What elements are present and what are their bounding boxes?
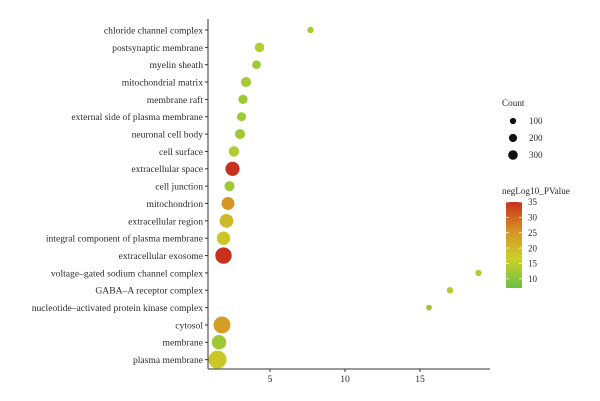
data-point	[228, 146, 240, 157]
y-tick-label: GABA–A receptor complex	[95, 286, 203, 297]
data-point	[216, 231, 231, 245]
color-legend-ticks: 10 15 20 25 30 35	[506, 197, 538, 284]
data-point	[238, 94, 248, 105]
plot-area	[207, 19, 490, 370]
y-tick-label: plasma membrane	[133, 355, 203, 366]
data-point	[446, 287, 454, 294]
x-tick-label: 15	[415, 374, 425, 385]
x-tick-label: 10	[340, 374, 350, 385]
data-point	[307, 26, 314, 34]
data-point	[252, 60, 261, 70]
data-point	[426, 304, 432, 311]
y-tick-label: postsynaptic membrane	[112, 43, 203, 54]
y-tick-label: extracellular exosome	[119, 251, 203, 262]
size-legend-items: 100 200 300	[508, 116, 543, 160]
size-legend-dot	[509, 117, 517, 125]
data-point	[237, 112, 246, 122]
data-point	[254, 42, 265, 53]
data-points	[208, 26, 482, 369]
y-tick-label: integral component of plasma membrane	[46, 234, 203, 245]
y-tick-label: chloride channel complex	[104, 25, 203, 36]
y-tick-label: external side of plasma membrane	[71, 112, 203, 123]
data-point	[221, 197, 235, 210]
x-tick-label: 5	[268, 374, 273, 385]
y-tick-label: cell junction	[155, 182, 203, 193]
size-legend-label: 200	[529, 133, 543, 143]
size-legend-dot	[508, 150, 518, 160]
y-tick-label: mitochondrial matrix	[122, 77, 203, 88]
color-legend-label: 25	[528, 228, 538, 238]
y-tick-label: mitochondrion	[147, 199, 204, 210]
y-ticks	[205, 29, 208, 361]
color-legend-label: 15	[528, 259, 538, 269]
y-tick-label: neuronal cell body	[132, 130, 204, 141]
size-legend-dot	[508, 133, 518, 143]
size-legend-label: 300	[529, 150, 543, 160]
data-point	[215, 247, 232, 264]
size-legend-label: 100	[529, 116, 543, 126]
x-ticks: 5 10 15	[268, 369, 425, 385]
y-tick-label: cell surface	[159, 147, 203, 158]
size-legend-title: Count	[502, 98, 525, 108]
color-legend-label: 30	[528, 213, 538, 223]
color-legend-title: negLog10_PValue	[502, 186, 570, 196]
data-point	[234, 129, 246, 140]
color-legend-label: 10	[528, 274, 538, 284]
color-bar	[506, 202, 522, 288]
data-point	[240, 77, 252, 88]
y-tick-label: cytosol	[175, 320, 203, 331]
color-legend: negLog10_PValue 10 15 20 25 30 35	[502, 186, 570, 288]
data-point	[211, 335, 227, 350]
color-legend-label: 35	[528, 197, 538, 207]
color-legend-label: 20	[528, 243, 538, 253]
size-legend: Count 100 200 300	[502, 98, 543, 160]
y-tick-label: myelin sheath	[149, 60, 203, 71]
y-tick-label: voltage–gated sodium channel complex	[51, 268, 203, 279]
data-point	[224, 181, 235, 192]
y-tick-label: extracellular region	[128, 216, 203, 227]
data-point	[213, 316, 231, 334]
y-tick-label: extracellular space	[131, 164, 203, 175]
y-tick-labels: chloride channel complex postsynaptic mem…	[32, 25, 204, 366]
y-tick-label: nucleotide–activated protein kinase comp…	[32, 303, 203, 314]
data-point	[225, 161, 240, 176]
y-tick-label: membrane raft	[147, 95, 204, 106]
data-point	[208, 350, 227, 369]
data-point	[475, 269, 482, 277]
y-tick-label: membrane	[163, 338, 204, 349]
data-point	[219, 213, 234, 228]
